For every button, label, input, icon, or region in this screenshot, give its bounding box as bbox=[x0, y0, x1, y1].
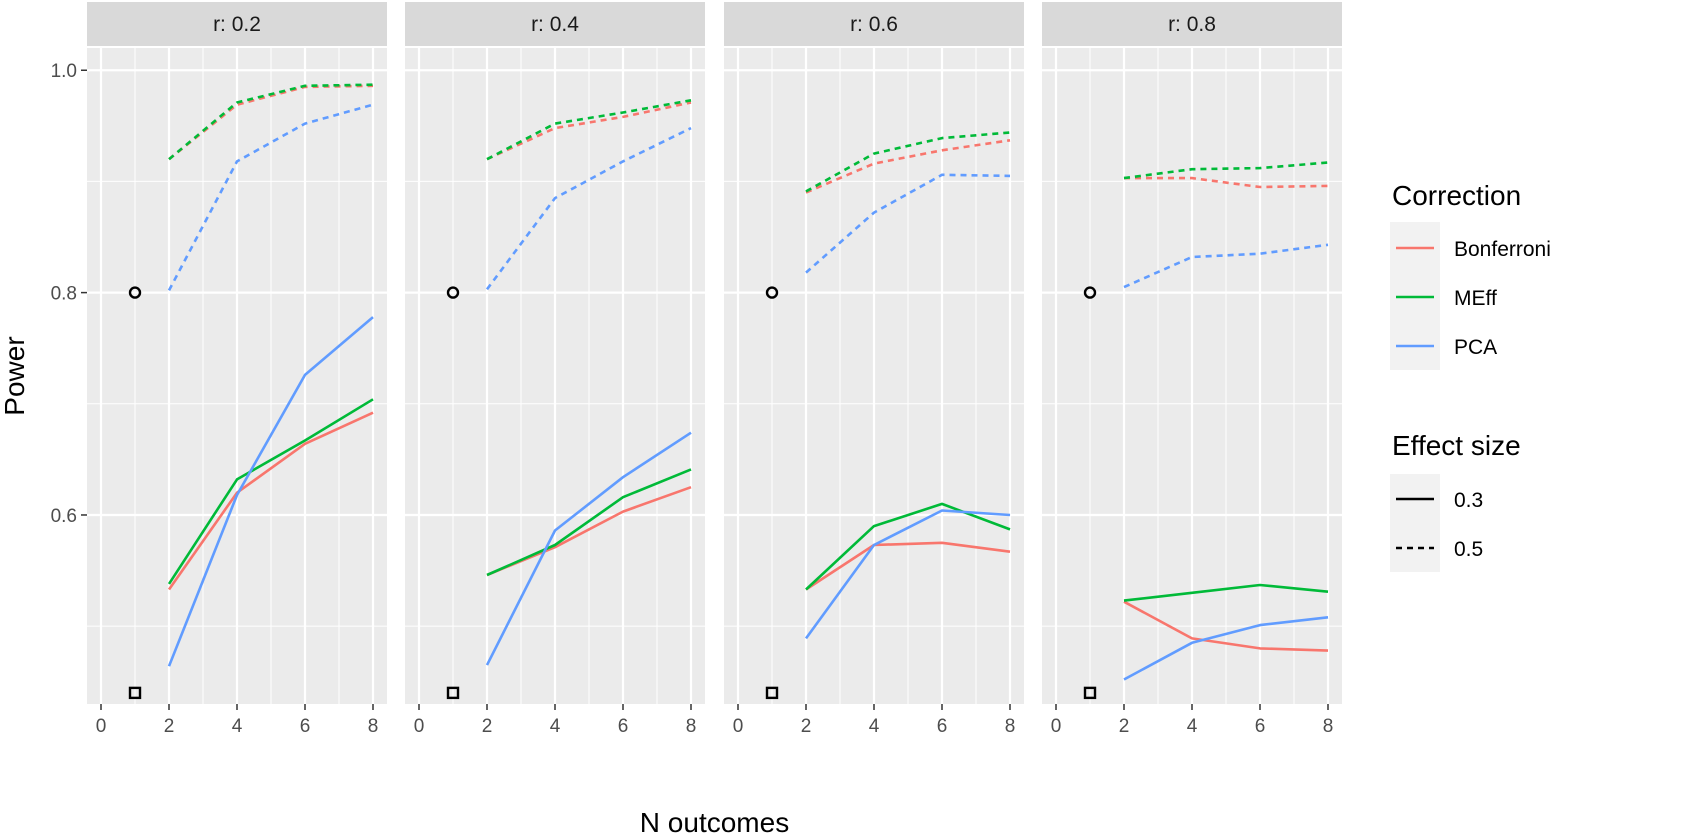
x-tick-label: 4 bbox=[232, 716, 243, 737]
x-tick-label: 0 bbox=[733, 716, 744, 737]
series-line-bonferroni-05 bbox=[1124, 176, 1329, 189]
legend-key-background bbox=[1390, 474, 1440, 572]
y-tick-label: 0.8 bbox=[51, 284, 77, 305]
legend-label-pca: PCA bbox=[1454, 336, 1497, 359]
legend-label-effect-05: 0.5 bbox=[1454, 538, 1483, 561]
x-tick-label: 6 bbox=[300, 716, 311, 737]
series-line-meff-03 bbox=[805, 502, 1011, 591]
single-outcome-square-point bbox=[1083, 686, 1097, 700]
single-outcome-circle-point bbox=[765, 286, 779, 299]
series-line-pca-05 bbox=[167, 103, 374, 292]
legend-title-correction: Correction bbox=[1392, 180, 1521, 211]
series-line-meff-03 bbox=[1123, 583, 1329, 602]
facet-strip bbox=[1042, 2, 1342, 46]
y-tick-label: 0.6 bbox=[51, 506, 77, 527]
series-line-meff-05 bbox=[168, 83, 374, 161]
facet-strip-label: r: 0.8 bbox=[1168, 13, 1216, 36]
series-line-meff-03 bbox=[486, 468, 692, 577]
series-line-pca-03 bbox=[485, 431, 692, 666]
x-tick-label: 8 bbox=[1323, 716, 1334, 737]
x-tick-label: 8 bbox=[1005, 716, 1016, 737]
panel-3: r: 0.6 0 2 4 6 8 bbox=[724, 2, 1024, 737]
x-tick-label: 6 bbox=[937, 716, 948, 737]
x-tick-label: 8 bbox=[686, 716, 697, 737]
x-tick-label: 2 bbox=[482, 716, 493, 737]
legend: Correction Bonferroni MEff PCA Effect size 0.… bbox=[1390, 180, 1551, 572]
series-line-meff-03 bbox=[167, 398, 374, 585]
series-line-meff-05 bbox=[486, 99, 692, 161]
legend-label-effect-03: 0.3 bbox=[1454, 489, 1483, 512]
single-outcome-circle-point bbox=[128, 286, 142, 299]
x-tick-label: 6 bbox=[618, 716, 629, 737]
series-line-bonferroni-03 bbox=[805, 541, 1011, 591]
series-line-pca-03 bbox=[167, 316, 374, 667]
x-tick-label: 0 bbox=[96, 716, 107, 737]
facet-strip bbox=[405, 2, 705, 46]
x-tick-label: 4 bbox=[550, 716, 561, 737]
x-tick-label: 4 bbox=[869, 716, 880, 737]
legend-title-effect-size: Effect size bbox=[1392, 430, 1521, 461]
facet-strip bbox=[724, 2, 1024, 46]
panel-2: r: 0.4 0 2 4 6 8 bbox=[405, 2, 705, 737]
series-line-pca-05 bbox=[805, 173, 1011, 274]
single-outcome-square-point bbox=[128, 686, 142, 700]
series-line-pca-03 bbox=[804, 509, 1011, 640]
series-line-bonferroni-03 bbox=[1123, 600, 1329, 652]
y-tick-label: 1.0 bbox=[51, 61, 77, 82]
series-line-bonferroni-05 bbox=[805, 139, 1011, 194]
series-line-pca-05 bbox=[485, 126, 692, 291]
x-tick-label: 2 bbox=[1119, 716, 1130, 737]
x-axis-title: N outcomes bbox=[640, 807, 789, 838]
single-outcome-circle-point bbox=[446, 286, 460, 299]
x-tick-label: 2 bbox=[164, 716, 175, 737]
panel-1: r: 0.2 0 2 4 6 8 bbox=[87, 2, 387, 737]
x-tick-label: 4 bbox=[1187, 716, 1198, 737]
x-tick-label: 2 bbox=[801, 716, 812, 737]
y-axis: 0.6 0.8 1.0 bbox=[51, 61, 87, 527]
x-tick-label: 0 bbox=[414, 716, 425, 737]
y-axis-title: Power bbox=[0, 336, 30, 415]
x-tick-label: 8 bbox=[368, 716, 379, 737]
x-tick-label: 0 bbox=[1051, 716, 1062, 737]
x-tick-label: 6 bbox=[1255, 716, 1266, 737]
series-line-meff-05 bbox=[1123, 161, 1329, 180]
facet-strip-label: r: 0.2 bbox=[213, 13, 261, 36]
series-line-pca-05 bbox=[1123, 243, 1329, 289]
panel-4: r: 0.8 0 2 4 6 8 bbox=[1042, 2, 1342, 737]
legend-label-bonferroni: Bonferroni bbox=[1454, 238, 1551, 261]
facet-strip-label: r: 0.4 bbox=[531, 13, 579, 36]
facet-strip-label: r: 0.6 bbox=[850, 13, 898, 36]
single-outcome-square-point bbox=[765, 686, 779, 700]
series-line-meff-05 bbox=[805, 131, 1011, 193]
series-line-bonferroni-05 bbox=[486, 101, 692, 161]
single-outcome-square-point bbox=[446, 686, 460, 700]
single-outcome-circle-point bbox=[1083, 286, 1097, 299]
series-line-bonferroni-03 bbox=[167, 411, 374, 591]
legend-label-meff: MEff bbox=[1454, 287, 1497, 310]
series-line-pca-03 bbox=[1123, 616, 1329, 681]
facet-strip bbox=[87, 2, 387, 46]
